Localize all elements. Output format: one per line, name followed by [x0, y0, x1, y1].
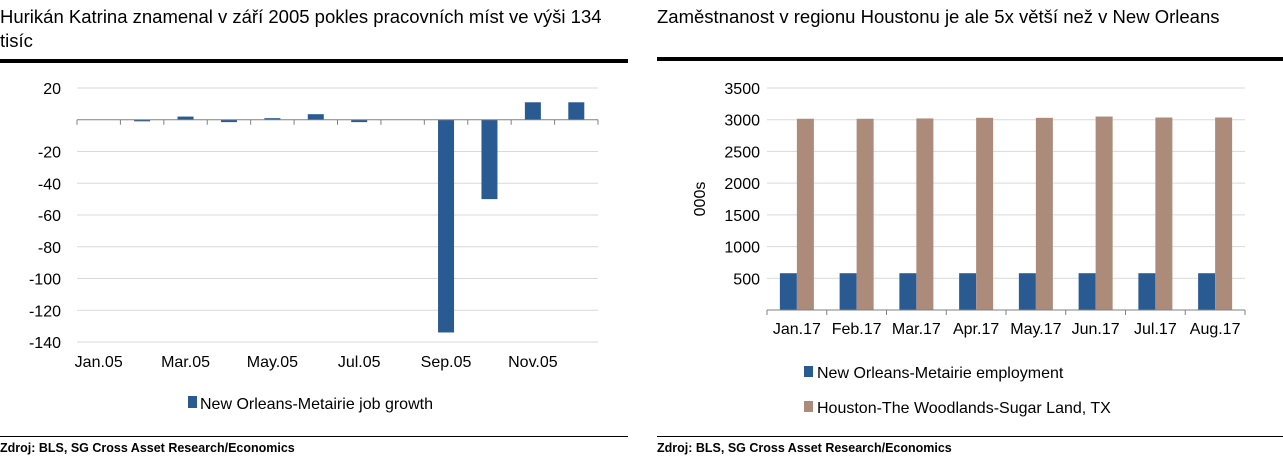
- y-axis-label: 000s: [692, 182, 709, 217]
- y-tick-label: -140: [29, 335, 61, 352]
- y-tick-label: 1000: [724, 240, 760, 257]
- y-tick-label: -20: [38, 145, 61, 162]
- bar-Aug.17-series-1: [1198, 273, 1216, 310]
- x-tick-label: Aug.17: [1190, 321, 1241, 338]
- bar-Dec.05: [568, 102, 585, 120]
- legend-label-2: Houston-The Woodlands-Sugar Land, TX: [817, 400, 1111, 417]
- bar-Mar.05: [177, 116, 194, 120]
- right-bar-chart: 500 1000 1500 2000 2500 3000 3500 000s Jan.17 Feb…: [692, 81, 1246, 417]
- y-tick-label: 2000: [724, 176, 760, 193]
- x-tick-label: Sep.05: [421, 354, 472, 371]
- bar-May.05: [264, 118, 281, 120]
- right-title-rule: [657, 57, 1283, 61]
- x-tick-label: May.05: [247, 354, 298, 371]
- bar-Mar.17-series-1: [899, 273, 917, 310]
- x-tick-label: Apr.17: [953, 321, 999, 338]
- y-tick-label: 2500: [724, 144, 760, 161]
- x-tick-label: Nov.05: [508, 354, 558, 371]
- bar-Jul.17-series-2: [1155, 117, 1173, 310]
- x-tick-label: Jan.17: [773, 321, 821, 338]
- x-tick-label: Feb.17: [832, 321, 882, 338]
- y-tick-label: -40: [38, 176, 61, 193]
- x-tick-label: Jul.17: [1134, 321, 1177, 338]
- bar-Apr.05: [220, 119, 237, 123]
- bar-Aug.17-series-2: [1215, 117, 1233, 310]
- bar-Feb.17-series-1: [839, 273, 857, 310]
- bar-Jun.05: [307, 114, 324, 120]
- bar-Nov.05: [524, 102, 541, 120]
- left-footer-rule: [0, 436, 628, 437]
- bar-Sep.05: [438, 119, 455, 333]
- y-tick-label: 500: [733, 271, 760, 288]
- y-tick-label: -80: [38, 240, 61, 257]
- x-tick-label: Jan.05: [75, 354, 123, 371]
- left-bar-chart: 20 -20 -40 -60 -80 -100 -120 -140 Jan.05 Mar.05 Ma…: [29, 81, 599, 413]
- bar-Oct.05: [481, 119, 498, 200]
- bar-Feb.17-series-2: [856, 118, 874, 311]
- bar-Jun.17-series-2: [1095, 116, 1113, 311]
- legend-swatch-1: [804, 366, 813, 377]
- right-chart-panel: Zaměstnanost v regionu Houstonu je ale 5…: [657, 0, 1283, 467]
- legend-swatch-2: [804, 401, 813, 412]
- y-tick-label: -100: [29, 272, 61, 289]
- right-source-note: Zdroj: BLS, SG Cross Asset Research/Econ…: [657, 441, 952, 455]
- legend-label: New Orleans-Metairie job growth: [200, 396, 433, 413]
- left-chart-panel: Hurikán Katrina znamenal v září 2005 pok…: [0, 0, 628, 467]
- left-title-rule: [0, 59, 628, 63]
- x-tick-label: Mar.17: [892, 321, 941, 338]
- y-tick-label: 1500: [724, 208, 760, 225]
- bar-Feb.05: [134, 119, 151, 122]
- y-tick-label: -120: [29, 303, 61, 320]
- bar-Jul.17-series-1: [1138, 273, 1156, 310]
- y-tick-label: 3000: [724, 113, 760, 130]
- bar-Apr.17-series-1: [959, 273, 977, 310]
- bar-Jul.05: [351, 119, 368, 123]
- y-tick-label: 20: [43, 81, 61, 98]
- y-tick-label: -60: [38, 208, 61, 225]
- x-tick-label: Jun.17: [1072, 321, 1120, 338]
- legend-label-1: New Orleans-Metairie employment: [817, 365, 1064, 382]
- bar-Jun.17-series-1: [1078, 273, 1096, 310]
- bar-Mar.17-series-2: [916, 118, 934, 311]
- x-tick-label: Jul.05: [338, 354, 381, 371]
- right-footer-rule: [657, 436, 1283, 437]
- x-tick-label: Mar.05: [161, 354, 210, 371]
- x-tick-label: May.17: [1010, 321, 1061, 338]
- bar-Jan.17-series-1: [779, 273, 797, 310]
- right-chart-title: Zaměstnanost v regionu Houstonu je ale 5…: [657, 6, 1220, 27]
- left-chart-title: Hurikán Katrina znamenal v září 2005 pok…: [0, 6, 602, 51]
- bar-Apr.17-series-2: [976, 117, 994, 310]
- left-source-note: Zdroj: BLS, SG Cross Asset Research/Econ…: [0, 441, 295, 455]
- bar-May.17-series-2: [1035, 117, 1053, 310]
- bar-Jan.17-series-2: [796, 118, 814, 311]
- legend-swatch: [188, 396, 197, 408]
- bar-May.17-series-1: [1018, 273, 1036, 310]
- y-tick-label: 3500: [724, 81, 760, 98]
